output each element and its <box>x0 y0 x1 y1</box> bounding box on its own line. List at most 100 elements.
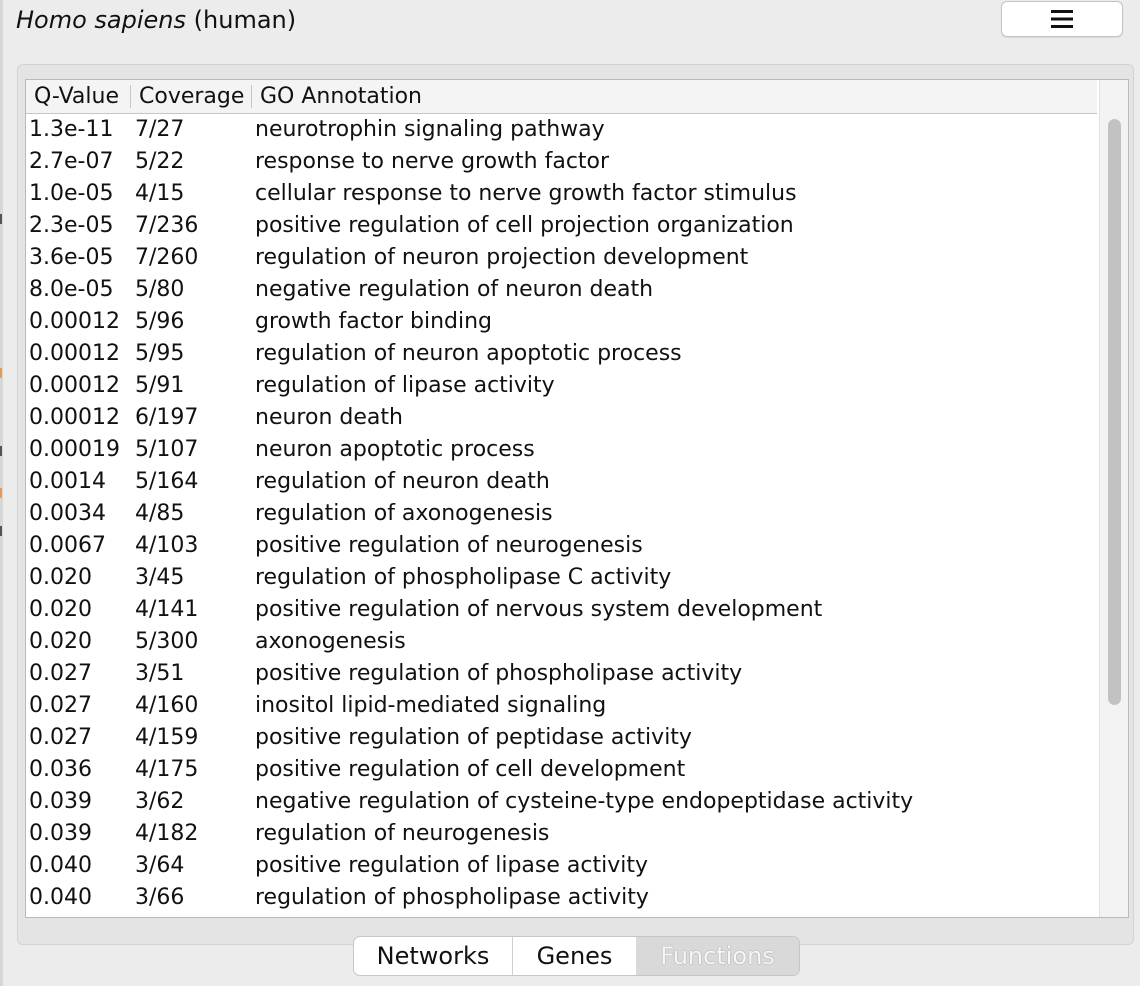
organism-species: Homo sapiens <box>16 6 187 34</box>
go-annotation-cell: positive regulation of phospholipase act… <box>255 661 743 686</box>
table-row[interactable]: 0.027 4/159 positive regulation of peptida… <box>26 722 1097 754</box>
column-divider[interactable] <box>251 85 252 108</box>
table-row[interactable]: 0.0034 4/85 regulation of axonogenesis <box>26 498 1097 530</box>
q-value-cell: 0.0014 <box>29 469 106 494</box>
table-row[interactable]: 0.0067 4/103 positive regulation of neurog… <box>26 530 1097 562</box>
go-annotation-cell: neuron death <box>255 405 403 430</box>
table-row[interactable]: 0.036 4/175 positive regulation of cell de… <box>26 754 1097 786</box>
scrollbar-thumb[interactable] <box>1108 119 1121 705</box>
coverage-cell: 6/197 <box>135 405 199 430</box>
go-annotation-cell: axonogenesis <box>255 629 406 654</box>
options-menu-button[interactable] <box>1001 1 1123 37</box>
column-header-q-value[interactable]: Q-Value <box>34 84 119 109</box>
go-annotation-cell: regulation of neurogenesis <box>255 821 550 846</box>
table-header: Q-Value Coverage GO Annotation <box>26 80 1097 114</box>
table-row[interactable]: 0.040 3/64 positive regulation of lipase a… <box>26 850 1097 882</box>
table-row[interactable]: 0.039 4/182 regulation of neurogenesis <box>26 818 1097 850</box>
table-row[interactable]: 1.0e-05 4/15 cellular response to nerve gr… <box>26 178 1097 210</box>
q-value-cell: 0.00012 <box>29 405 120 430</box>
coverage-cell: 5/96 <box>135 309 185 334</box>
left-edge-mark <box>0 368 2 378</box>
q-value-cell: 0.039 <box>29 821 92 846</box>
table-row[interactable]: 0.039 3/62 negative regulation of cysteine… <box>26 786 1097 818</box>
column-divider[interactable] <box>130 85 131 108</box>
q-value-cell: 0.00012 <box>29 309 120 334</box>
coverage-cell: 4/159 <box>135 725 199 750</box>
q-value-cell: 0.040 <box>29 885 92 910</box>
q-value-cell: 0.020 <box>29 629 92 654</box>
left-edge-mark <box>0 446 2 456</box>
organism-common-name: (human) <box>193 6 297 34</box>
table-row[interactable]: 0.040 3/66 regulation of phospholipase act… <box>26 882 1097 914</box>
q-value-cell: 0.00012 <box>29 373 120 398</box>
q-value-cell: 0.039 <box>29 789 92 814</box>
coverage-cell: 4/15 <box>135 181 185 206</box>
table-row[interactable]: 3.6e-05 7/260 regulation of neuron project… <box>26 242 1097 274</box>
table-row[interactable]: 0.00012 5/96 growth factor binding <box>26 306 1097 338</box>
go-annotation-cell: regulation of lipase activity <box>255 373 555 398</box>
coverage-cell: 3/66 <box>135 885 185 910</box>
coverage-cell: 5/91 <box>135 373 185 398</box>
coverage-cell: 3/64 <box>135 853 185 878</box>
coverage-cell: 3/62 <box>135 789 185 814</box>
coverage-cell: 5/300 <box>135 629 199 654</box>
q-value-cell: 0.027 <box>29 661 92 686</box>
table-row[interactable]: 0.020 4/141 positive regulation of nervous… <box>26 594 1097 626</box>
column-header-go-annotation[interactable]: GO Annotation <box>260 84 423 109</box>
go-annotation-cell: regulation of neuron apoptotic process <box>255 341 682 366</box>
table-row[interactable]: 0.00012 5/95 regulation of neuron apoptoti… <box>26 338 1097 370</box>
coverage-cell: 3/45 <box>135 565 185 590</box>
q-value-cell: 0.00012 <box>29 341 120 366</box>
coverage-cell: 4/85 <box>135 501 185 526</box>
column-header-coverage[interactable]: Coverage <box>139 84 245 109</box>
table-row[interactable]: 0.00019 5/107 neuron apoptotic process <box>26 434 1097 466</box>
go-annotation-cell: positive regulation of cell development <box>255 757 686 782</box>
coverage-cell: 7/260 <box>135 245 199 270</box>
table-row[interactable]: 0.020 3/45 regulation of phospholipase C a… <box>26 562 1097 594</box>
go-annotation-cell: regulation of phospholipase C activity <box>255 565 672 590</box>
coverage-cell: 5/95 <box>135 341 185 366</box>
go-annotation-cell: negative regulation of cysteine-type end… <box>255 789 914 814</box>
tab-functions[interactable]: Functions <box>636 937 799 975</box>
table-row[interactable]: 8.0e-05 5/80 negative regulation of neuron… <box>26 274 1097 306</box>
table-row[interactable]: 2.3e-05 7/236 positive regulation of cell … <box>26 210 1097 242</box>
left-edge-mark <box>0 488 2 498</box>
q-value-cell: 0.027 <box>29 725 92 750</box>
go-annotation-cell: regulation of neuron projection developm… <box>255 245 749 270</box>
go-annotation-cell: growth factor binding <box>255 309 492 334</box>
q-value-cell: 0.036 <box>29 757 92 782</box>
go-annotation-cell: regulation of neuron death <box>255 469 550 494</box>
go-annotation-cell: positive regulation of lipase activity <box>255 853 648 878</box>
left-edge-mark <box>0 526 2 536</box>
table-row[interactable]: 0.00012 6/197 neuron death <box>26 402 1097 434</box>
table-row[interactable]: 0.0014 5/164 regulation of neuron death <box>26 466 1097 498</box>
q-value-cell: 0.020 <box>29 565 92 590</box>
coverage-cell: 5/22 <box>135 149 185 174</box>
table-row[interactable]: 1.3e-11 7/27 neurotrophin signaling pathwa… <box>26 114 1097 146</box>
tab-genes[interactable]: Genes <box>536 942 613 970</box>
go-annotation-cell: neuron apoptotic process <box>255 437 535 462</box>
q-value-cell: 1.0e-05 <box>29 181 114 206</box>
q-value-cell: 1.3e-11 <box>29 117 114 142</box>
tab-networks[interactable]: Networks <box>354 937 513 975</box>
go-annotation-cell: regulation of phospholipase activity <box>255 885 649 910</box>
q-value-cell: 8.0e-05 <box>29 277 114 302</box>
table-row[interactable]: 0.020 5/300 axonogenesis <box>26 626 1097 658</box>
go-annotation-cell: positive regulation of neurogenesis <box>255 533 643 558</box>
coverage-cell: 7/236 <box>135 213 199 238</box>
q-value-cell: 0.040 <box>29 853 92 878</box>
q-value-cell: 2.3e-05 <box>29 213 114 238</box>
table-row[interactable]: 2.7e-07 5/22 response to nerve growth fact… <box>26 146 1097 178</box>
coverage-cell: 4/103 <box>135 533 199 558</box>
table-row[interactable]: 0.027 4/160 inositol lipid-mediated signal… <box>26 690 1097 722</box>
coverage-cell: 4/175 <box>135 757 199 782</box>
coverage-cell: 5/80 <box>135 277 185 302</box>
q-value-cell: 0.020 <box>29 597 92 622</box>
table-row[interactable]: 0.00012 5/91 regulation of lipase activity <box>26 370 1097 402</box>
left-edge-strip <box>0 0 3 986</box>
go-annotation-cell: positive regulation of peptidase activit… <box>255 725 692 750</box>
table-row[interactable]: 0.027 3/51 positive regulation of phosphol… <box>26 658 1097 690</box>
go-annotation-cell: regulation of axonogenesis <box>255 501 553 526</box>
vertical-scrollbar[interactable] <box>1099 80 1128 917</box>
